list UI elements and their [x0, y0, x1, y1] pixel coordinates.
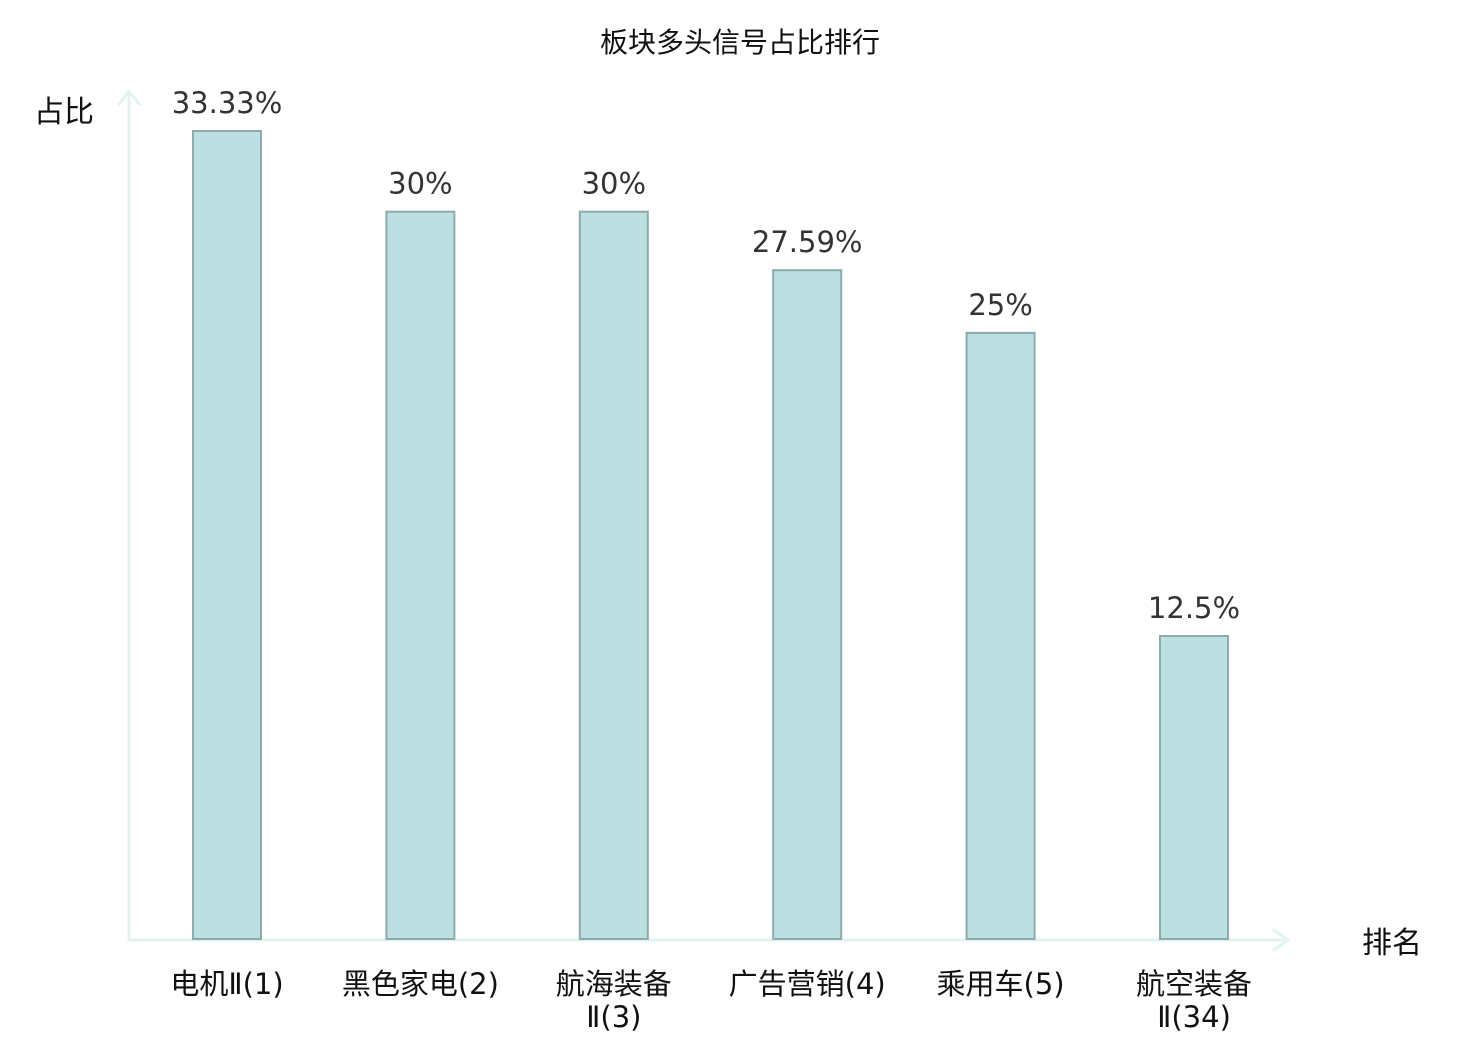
bar-4	[772, 269, 843, 940]
x-axis-label: 排名	[1362, 926, 1422, 961]
category-label-1: 电机Ⅱ(1)	[170, 967, 283, 1001]
value-labels: 33.33% 30% 30% 27.59% 25% 12.5%	[172, 86, 1240, 625]
category-label-2: 黑色家电(2)	[342, 967, 499, 1001]
bar-value-label-2: 30%	[388, 167, 452, 201]
bar-2	[385, 210, 456, 940]
category-label-5: 乘用车(5)	[937, 967, 1065, 1001]
bar-6	[1159, 635, 1229, 940]
y-axis-arrow	[117, 89, 141, 106]
bar-3	[578, 210, 649, 940]
category-label-3-line-2: Ⅱ(3)	[586, 1000, 641, 1034]
category-label-3-line-1: 航海装备	[556, 967, 672, 1001]
bars	[192, 130, 1229, 940]
bar-1	[192, 130, 262, 940]
chart-title: 板块多头信号占比排行	[600, 26, 880, 59]
category-label-4: 广告营销(4)	[729, 967, 886, 1001]
category-label-6-line-2: Ⅱ(34)	[1157, 1000, 1231, 1034]
bar-5	[965, 331, 1036, 940]
axes	[117, 89, 1290, 952]
category-label-6-line-1: 航空装备	[1136, 967, 1252, 1001]
bar-value-label-5: 25%	[968, 288, 1032, 322]
bar-value-label-4: 27.59%	[752, 225, 863, 259]
bar-value-label-6: 12.5%	[1148, 591, 1240, 625]
bar-value-label-1: 33.33%	[172, 86, 283, 120]
bar-value-label-3: 30%	[582, 167, 646, 201]
x-axis-arrow	[1272, 928, 1290, 952]
y-axis-label: 占比	[34, 95, 94, 130]
